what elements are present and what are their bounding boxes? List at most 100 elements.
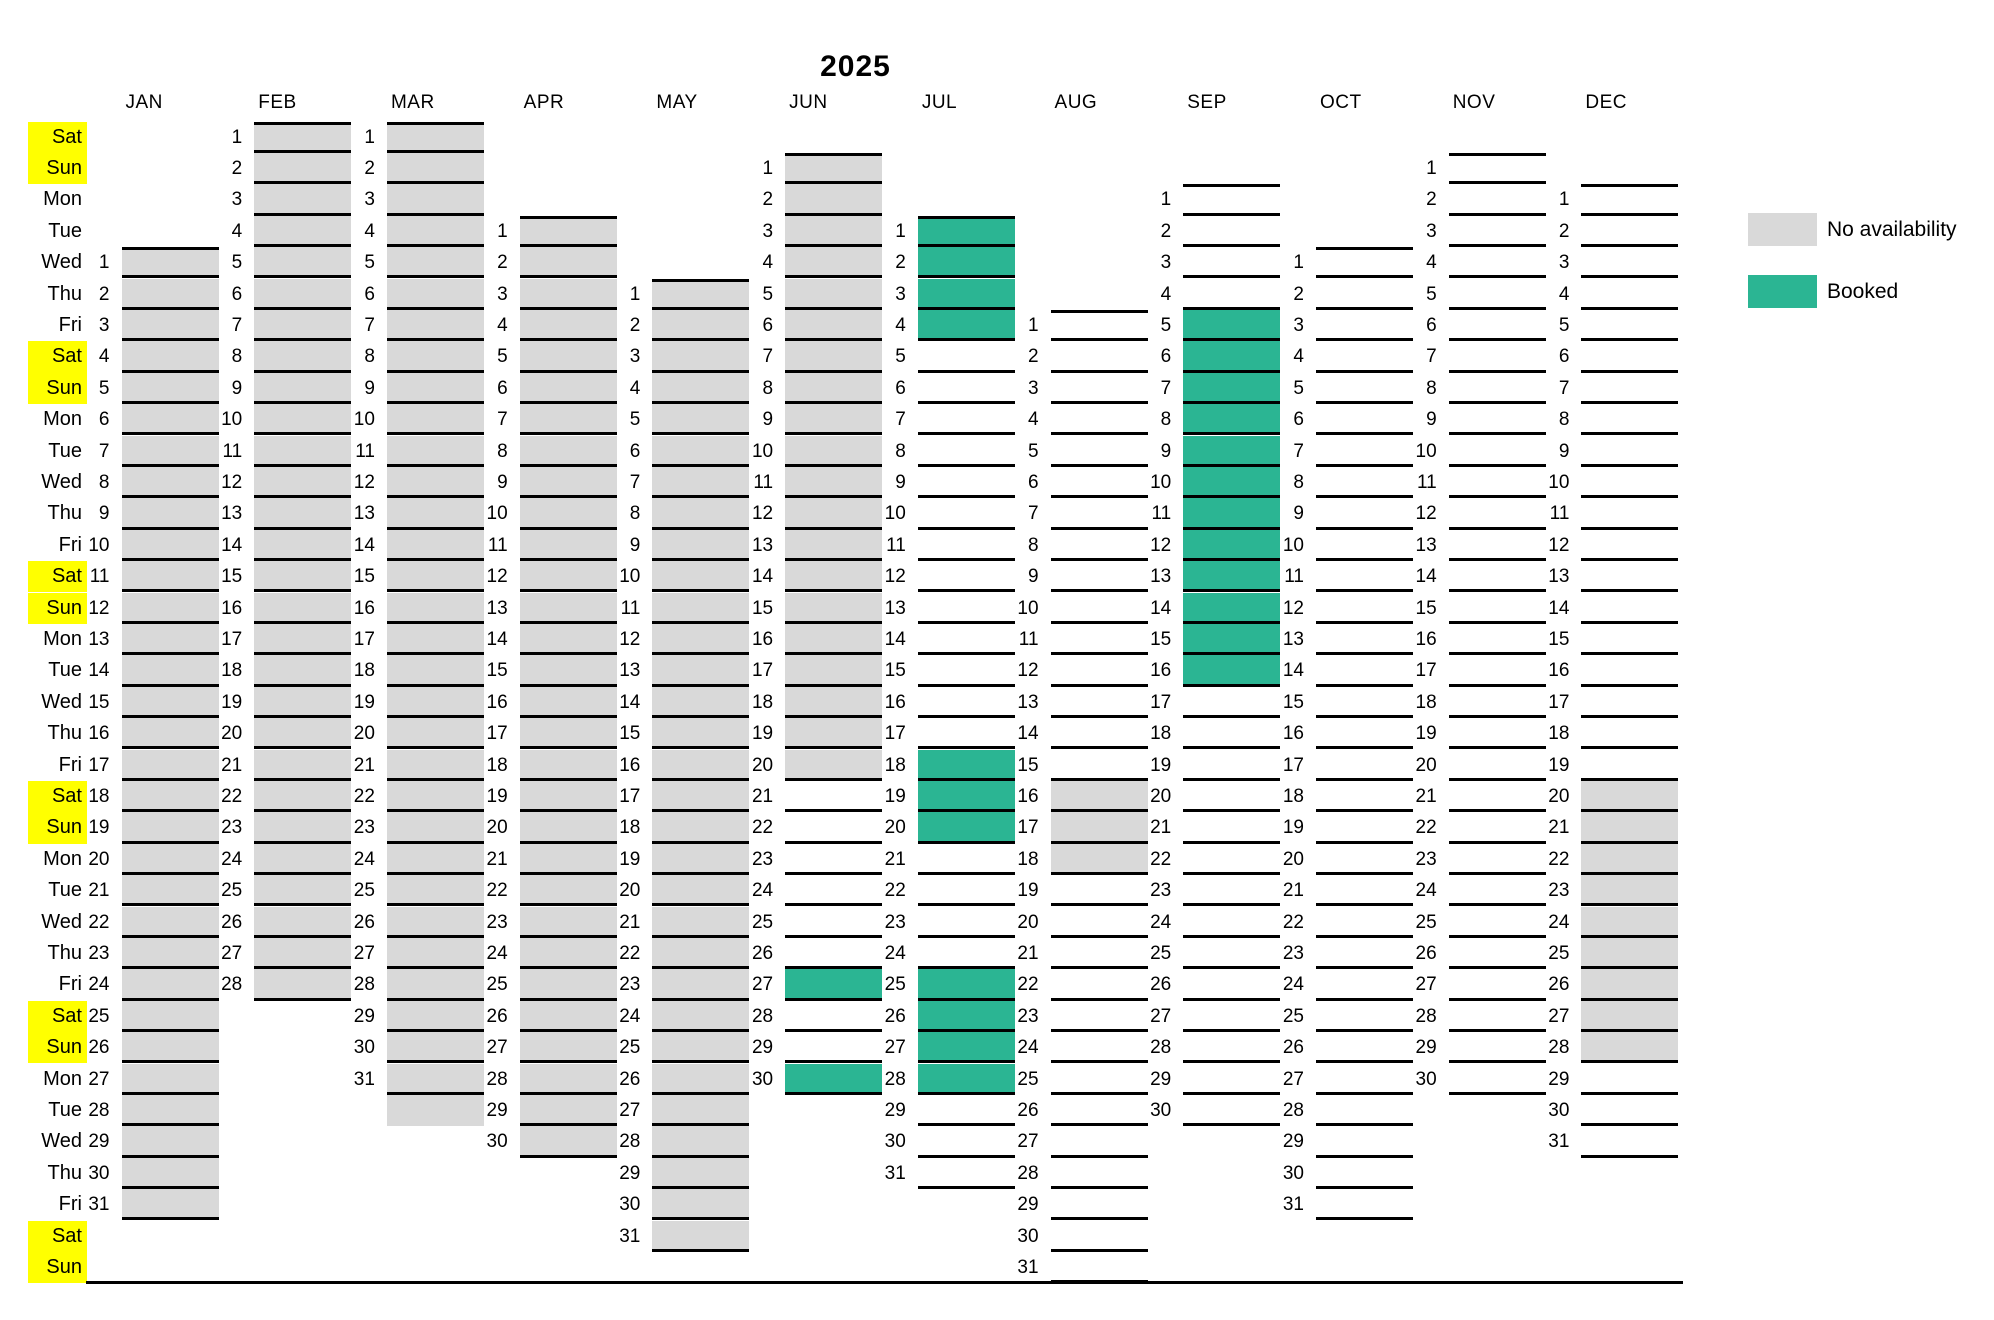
weekday-label: Tue [48, 659, 82, 682]
day-cell-nov-6 [1448, 310, 1546, 342]
day-cell-nov-23 [1448, 844, 1546, 876]
day-cell-oct-25 [1315, 1001, 1413, 1033]
day-cell-sep-7 [1183, 372, 1281, 405]
day-number: 30 [1150, 1099, 1172, 1121]
day-number: 13 [88, 628, 110, 650]
day-number: 28 [221, 974, 243, 996]
day-cell-nov-29 [1448, 1032, 1546, 1064]
day-number: 12 [1017, 660, 1039, 682]
day-number: 7 [98, 440, 110, 462]
day-cell-feb-22 [254, 780, 352, 813]
day-cell-jun-26 [785, 938, 883, 970]
day-number: 9 [497, 471, 508, 493]
day-cell-oct-26 [1315, 1032, 1413, 1064]
day-number: 7 [231, 314, 243, 336]
day-number: 12 [221, 471, 243, 493]
day-number: 8 [364, 346, 375, 368]
day-cell-mar-29 [386, 1000, 484, 1033]
day-number: 16 [619, 754, 641, 776]
day-cell-dec-3 [1581, 247, 1679, 279]
day-cell-may-14 [652, 686, 750, 719]
day-cell-may-27 [652, 1094, 750, 1127]
weekday-label: Wed [41, 251, 82, 274]
day-cell-apr-9 [519, 466, 617, 499]
day-cell-aug-5 [1050, 436, 1148, 467]
day-cell-nov-24 [1448, 875, 1546, 907]
day-number: 17 [884, 723, 906, 745]
day-number: 14 [619, 691, 641, 713]
day-number: 17 [1150, 691, 1172, 713]
day-cell-aug-3 [1050, 373, 1148, 405]
month-header-dec: DEC [1585, 92, 1628, 113]
day-cell-apr-16 [519, 686, 617, 719]
day-cell-oct-2 [1315, 279, 1413, 310]
day-cell-jul-28 [917, 1063, 1015, 1095]
day-number: 24 [221, 848, 243, 870]
day-cell-may-31 [652, 1220, 750, 1252]
day-number: 20 [884, 817, 906, 839]
day-number: 1 [1293, 252, 1304, 274]
day-cell-feb-10 [254, 404, 352, 436]
day-cell-jan-9 [121, 498, 219, 530]
weekday-label: Sun [28, 372, 87, 405]
day-number: 15 [221, 566, 243, 588]
day-number: 20 [619, 880, 641, 902]
day-cell-jun-14 [785, 561, 883, 593]
day-cell-jun-8 [785, 372, 883, 405]
day-cell-jul-18 [917, 749, 1015, 781]
day-number: 4 [895, 314, 906, 336]
day-cell-jul-5 [917, 341, 1015, 373]
day-cell-feb-16 [254, 592, 352, 624]
day-cell-nov-1 [1448, 152, 1546, 185]
day-cell-aug-23 [1050, 1001, 1148, 1033]
day-cell-mar-18 [386, 655, 484, 687]
day-number: 9 [1027, 566, 1039, 588]
day-number: 26 [353, 911, 375, 933]
day-number: 1 [497, 220, 508, 242]
day-cell-aug-7 [1050, 498, 1148, 530]
day-number: 7 [364, 314, 375, 336]
day-cell-mar-27 [386, 937, 484, 970]
day-number: 11 [222, 440, 243, 462]
day-cell-mar-4 [386, 215, 484, 248]
day-cell-nov-5 [1448, 279, 1546, 310]
weekday-label: Mon [43, 1067, 82, 1090]
day-cell-mar-1 [386, 121, 484, 153]
day-number: 8 [231, 346, 243, 368]
weekday-label: Sat [28, 341, 87, 373]
day-number: 31 [884, 1162, 906, 1184]
day-number: 1 [98, 252, 110, 274]
day-cell-aug-8 [1050, 530, 1148, 562]
day-cell-jan-26 [121, 1032, 219, 1064]
day-number: 9 [364, 377, 375, 399]
day-number: 19 [1282, 817, 1304, 839]
day-cell-dec-22 [1581, 843, 1679, 876]
weekday-label: Thu [47, 722, 82, 745]
day-number: 28 [1017, 1162, 1039, 1184]
day-number: 7 [1293, 440, 1304, 462]
day-cell-apr-25 [519, 969, 617, 1001]
day-number: 25 [1548, 942, 1570, 964]
day-number: 7 [1027, 503, 1039, 525]
weekday-label: Thu [47, 1161, 82, 1184]
day-cell-sep-5 [1183, 309, 1281, 342]
day-number: 14 [1282, 660, 1304, 682]
day-number: 19 [88, 817, 110, 839]
day-cell-mar-11 [386, 435, 484, 467]
day-cell-jan-3 [121, 309, 219, 342]
day-number: 2 [231, 157, 243, 179]
month-header-jan: JAN [125, 92, 163, 113]
day-number: 18 [751, 691, 774, 713]
day-cell-jun-17 [785, 655, 883, 687]
day-cell-oct-12 [1315, 593, 1413, 624]
day-cell-sep-1 [1183, 184, 1281, 216]
day-cell-jul-9 [917, 467, 1015, 499]
day-number: 10 [1415, 440, 1437, 462]
month-header-apr: APR [523, 92, 565, 113]
day-number: 1 [1160, 189, 1172, 211]
day-cell-oct-11 [1315, 561, 1413, 593]
day-cell-mar-23 [386, 812, 484, 844]
day-cell-may-24 [652, 1000, 750, 1033]
day-number: 18 [1150, 723, 1172, 745]
day-cell-oct-9 [1315, 498, 1413, 530]
